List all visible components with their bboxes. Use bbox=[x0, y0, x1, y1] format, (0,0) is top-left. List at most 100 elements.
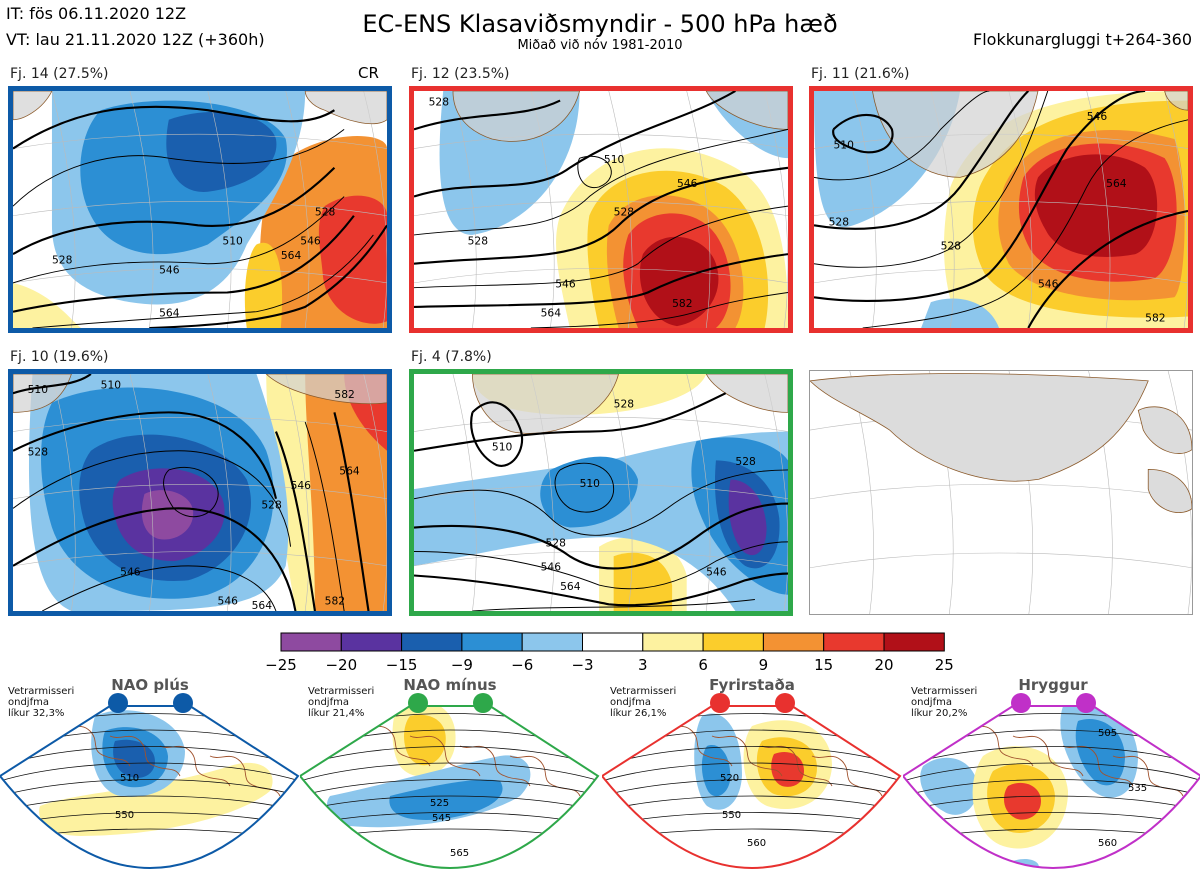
height-contour bbox=[304, 421, 345, 611]
anomaly-shading bbox=[771, 751, 804, 787]
land-outline bbox=[1147, 468, 1192, 513]
height-contour bbox=[414, 392, 727, 452]
regime-note-line: líkur 21,4% bbox=[308, 708, 365, 719]
land-outline bbox=[1137, 406, 1192, 454]
graticule-line bbox=[129, 91, 154, 328]
contour-label: 546 bbox=[541, 561, 562, 574]
graticule-line bbox=[13, 268, 387, 284]
graticule-line bbox=[814, 268, 1188, 284]
height-contour bbox=[862, 119, 1188, 328]
anomaly-shading bbox=[39, 762, 273, 836]
anomaly-shading bbox=[728, 479, 767, 556]
contour-label: 505 bbox=[1098, 728, 1117, 739]
colorbar-tick: −6 bbox=[511, 656, 534, 674]
colorbar-segment bbox=[823, 632, 885, 652]
anomaly-shading bbox=[921, 298, 1000, 328]
height-contour bbox=[602, 746, 900, 767]
anomaly-shading bbox=[305, 374, 387, 611]
panel-tag: CR bbox=[358, 64, 379, 82]
graticule-line bbox=[414, 201, 788, 217]
contour-label: 546 bbox=[555, 278, 576, 291]
contour-label: 546 bbox=[120, 566, 141, 579]
contour-label: 564 bbox=[560, 580, 581, 593]
regime-note-line: ondjfma bbox=[8, 697, 49, 708]
graticule-line bbox=[51, 374, 76, 611]
regime-outline bbox=[298, 705, 600, 870]
contour-label: 546 bbox=[218, 594, 239, 607]
height-contour bbox=[300, 795, 598, 812]
height-contour bbox=[274, 431, 316, 611]
land-outline bbox=[304, 91, 387, 125]
height-contour bbox=[13, 507, 297, 611]
graticule-line bbox=[452, 91, 477, 328]
height-contour bbox=[163, 466, 219, 518]
graticule-line bbox=[207, 91, 232, 328]
land-outline bbox=[705, 374, 788, 413]
regime-marker-dot bbox=[1076, 693, 1096, 713]
contour-label: 546 bbox=[1087, 110, 1108, 123]
contour-label: 510 bbox=[222, 235, 243, 248]
land-outline bbox=[810, 373, 1149, 482]
panel-label: Fj. 11 (21.6%) bbox=[811, 66, 910, 82]
colorbar-tick: 3 bbox=[638, 656, 648, 674]
anomaly-colorbar bbox=[280, 632, 945, 656]
height-contour bbox=[414, 502, 788, 570]
regime-fan-map: 510 550 bbox=[0, 696, 300, 875]
regime-title: Fyrirstaða bbox=[709, 676, 795, 694]
graticule-line bbox=[452, 374, 477, 611]
height-contour bbox=[414, 253, 788, 308]
height-contour bbox=[832, 114, 894, 154]
regime-marker-dot bbox=[710, 693, 730, 713]
anomaly-shading bbox=[639, 236, 719, 327]
cluster-map-panel: 510 528 510 528 528 546 564 546 bbox=[409, 369, 793, 616]
contour-label: 528 bbox=[429, 95, 450, 108]
regime-note-line: líkur 26,1% bbox=[610, 708, 667, 719]
graticule-line bbox=[129, 374, 154, 611]
graticule-line bbox=[414, 416, 788, 432]
height-contour bbox=[13, 129, 345, 207]
contour-label: 582 bbox=[1145, 311, 1165, 324]
regime-note-line: líkur 20,2% bbox=[911, 708, 968, 719]
land-outline bbox=[711, 735, 783, 777]
regime-note-line: Vetrarmisseri bbox=[610, 686, 677, 697]
panel-label: Fj. 14 (27.5%) bbox=[10, 66, 109, 82]
height-contour bbox=[414, 128, 788, 236]
graticule-line bbox=[285, 91, 310, 328]
graticule-line bbox=[608, 374, 633, 611]
colorbar-tick: 9 bbox=[758, 656, 769, 674]
height-contour bbox=[814, 91, 1049, 268]
height-contour bbox=[0, 779, 298, 797]
height-contour bbox=[300, 762, 598, 782]
contour-label: 520 bbox=[720, 773, 739, 784]
regime-title: Hryggur bbox=[1018, 676, 1088, 694]
anomaly-shading bbox=[540, 456, 639, 528]
regime-outline bbox=[0, 705, 300, 870]
map-svg: 510 528 528 546 546 564 582 bbox=[814, 91, 1188, 328]
contour-label: 564 bbox=[159, 307, 180, 320]
graticule-line bbox=[414, 268, 788, 284]
contour-label: 528 bbox=[735, 455, 756, 468]
regime-fan-map: 520 550 560 bbox=[600, 696, 902, 875]
anomaly-shading bbox=[1034, 154, 1158, 257]
height-contour bbox=[13, 215, 355, 313]
initial-time: IT: fös 06.11.2020 12Z bbox=[6, 4, 187, 23]
regime-note: Vetrarmisseri ondjfma líkur 20,2% bbox=[911, 686, 977, 719]
colorbar-tick: 15 bbox=[814, 656, 834, 674]
height-contour bbox=[414, 205, 788, 289]
height-contour bbox=[13, 196, 345, 284]
height-contour bbox=[41, 565, 277, 611]
regime-note: Vetrarmisseri ondjfma líkur 21,4% bbox=[308, 686, 374, 719]
regime-outline bbox=[600, 705, 902, 870]
regime-marker-dot bbox=[108, 693, 128, 713]
height-contour bbox=[13, 374, 92, 395]
height-contour bbox=[602, 762, 900, 782]
page-subtitle: Miðað við nóv 1981-2010 bbox=[517, 38, 683, 53]
height-contour bbox=[814, 91, 1030, 230]
colorbar-tick: −20 bbox=[325, 656, 358, 674]
anomaly-shading bbox=[389, 779, 503, 820]
cluster-map-panel: 528 510 528 546 528 546 564 582 bbox=[409, 86, 793, 333]
height-contour bbox=[0, 795, 298, 812]
graticule-line bbox=[414, 484, 788, 500]
graticule-line bbox=[13, 551, 387, 567]
